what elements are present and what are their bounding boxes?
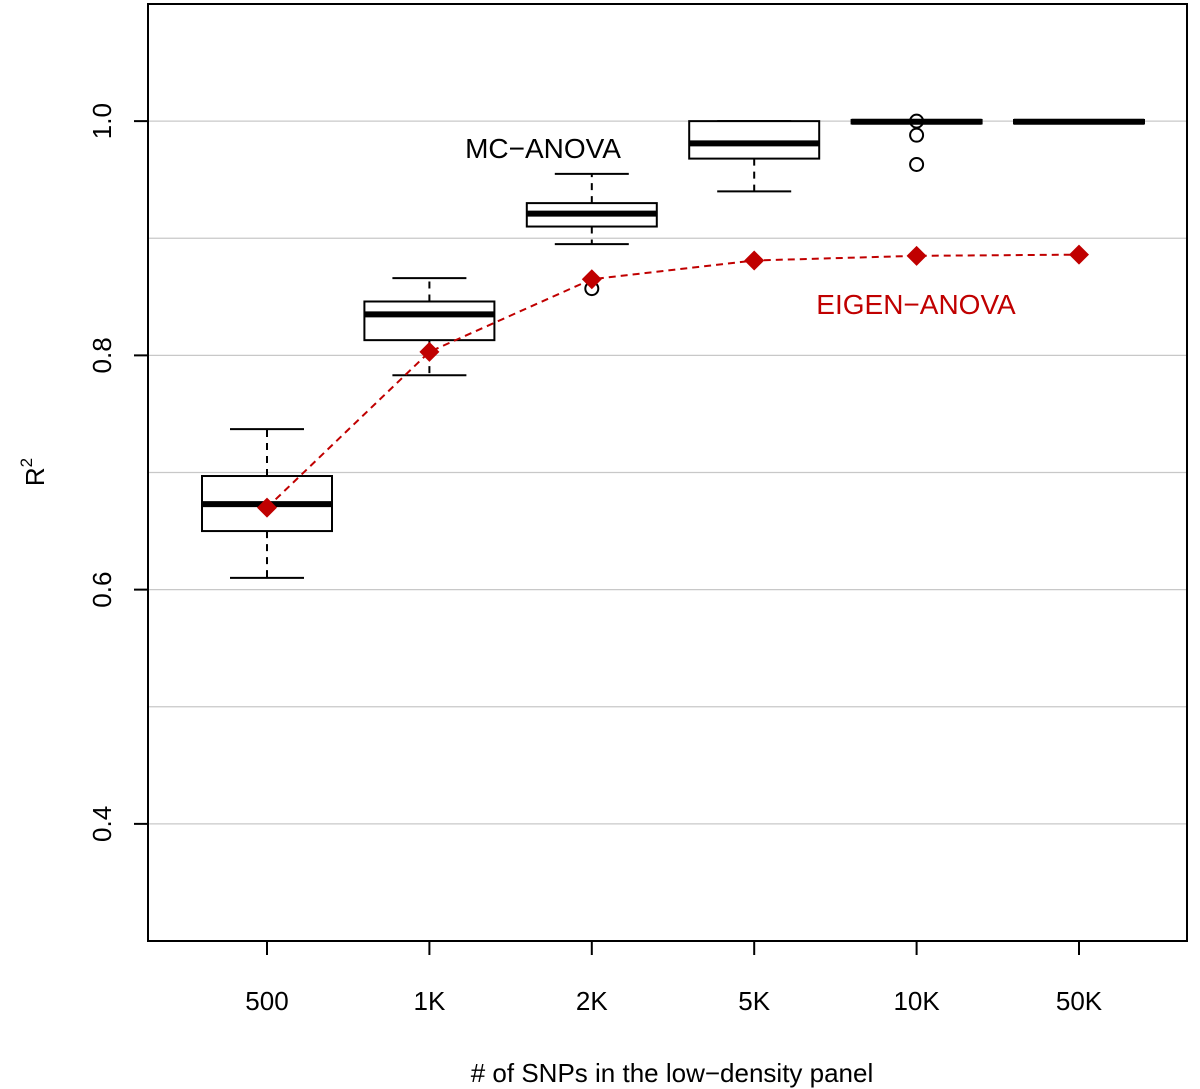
eigen-point: [1069, 244, 1089, 265]
box-50K: [1013, 118, 1145, 125]
x-tick-label: 500: [245, 986, 288, 1016]
y-tick-label: 1.0: [87, 103, 117, 139]
x-tick-label: 1K: [413, 986, 445, 1016]
eigen-line: [266, 253, 1080, 509]
eigen-line-series: [257, 244, 1089, 518]
box-series: [201, 113, 1145, 579]
y-axis-title-main: R: [20, 467, 50, 486]
x-tick-label: 10K: [893, 986, 940, 1016]
outlier-point: [909, 156, 925, 172]
y-tick-label: 0.6: [87, 572, 117, 608]
box-iqr: [688, 120, 821, 160]
eigen-point: [419, 341, 440, 362]
x-axis-title: # of SNPs in the low−density panel: [471, 1058, 874, 1088]
grid-lines: [148, 120, 1187, 942]
mc-anova-label: MC−ANOVA: [465, 133, 621, 164]
y-axis-title: R2: [17, 458, 50, 486]
y-tick-label: 0.8: [87, 337, 117, 373]
x-tick-label: 2K: [576, 986, 608, 1016]
y-tick-label: 0.4: [87, 806, 117, 842]
svg-text:R2: R2: [17, 458, 50, 486]
x-tick-label: 5K: [738, 986, 770, 1016]
box-iqr: [363, 300, 496, 342]
eigen-point: [906, 245, 927, 266]
eigen-anova-label: EIGEN−ANOVA: [816, 289, 1016, 320]
eigen-point: [744, 250, 765, 271]
box-2K: [525, 172, 658, 297]
outlier-point: [909, 113, 925, 129]
eigen-point: [581, 269, 602, 290]
box-5K: [688, 120, 821, 193]
axes: 0.4 0.6 0.8 1.0 500 1K 2K 5K 10K 50K: [87, 103, 1103, 1016]
eigen-point: [257, 497, 277, 518]
box-1K: [363, 277, 496, 377]
y-axis-title-superscript: 2: [17, 458, 36, 467]
outlier-point: [909, 127, 925, 143]
box-10K: [850, 113, 983, 172]
x-tick-label: 50K: [1056, 986, 1103, 1016]
